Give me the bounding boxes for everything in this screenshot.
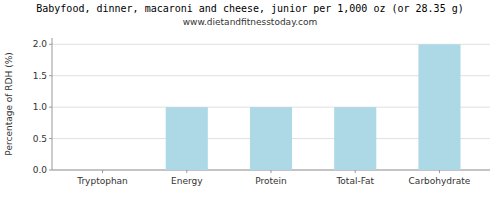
x-tick (186, 170, 187, 173)
x-tick-label: Protein (255, 176, 287, 186)
x-tick (355, 170, 356, 173)
bar (334, 107, 376, 170)
x-tick-label: Carbohydrate (409, 176, 471, 186)
x-tick-label: Energy (171, 176, 203, 186)
y-tick-label: 1.5 (33, 71, 47, 81)
page: {"chart_data": {"type": "bar", "title": … (0, 0, 500, 200)
bar (166, 107, 208, 170)
y-axis-label: Percentage of RDH (%) (4, 52, 14, 155)
y-axis-line (52, 38, 53, 170)
x-tick (439, 170, 440, 173)
x-tick (271, 170, 272, 173)
title: Babyfood, dinner, macaroni and cheese, j… (36, 3, 463, 14)
x-tick-label: Tryptophan (76, 176, 128, 186)
x-tick-label: Total-Fat (335, 176, 374, 186)
grid (52, 44, 490, 170)
chart-svg: Babyfood, dinner, macaroni and cheese, j… (0, 0, 500, 200)
axes: 0.0 0.5 1.0 1.5 2.0 Tryptophan Energy Protein To… (33, 38, 490, 186)
bars (166, 44, 461, 170)
y-tick-label: 1.0 (33, 102, 48, 112)
y-tick-label: 2.0 (33, 39, 48, 49)
bar (250, 107, 292, 170)
y-tick-label: 0.0 (33, 165, 48, 175)
y-tick-label: 0.5 (33, 134, 47, 144)
bar (418, 44, 460, 170)
subtitle: www.dietandfitnesstoday.com (183, 17, 318, 27)
bar (81, 170, 123, 171)
chart-container: Babyfood, dinner, macaroni and cheese, j… (0, 0, 500, 200)
x-tick (102, 170, 103, 173)
